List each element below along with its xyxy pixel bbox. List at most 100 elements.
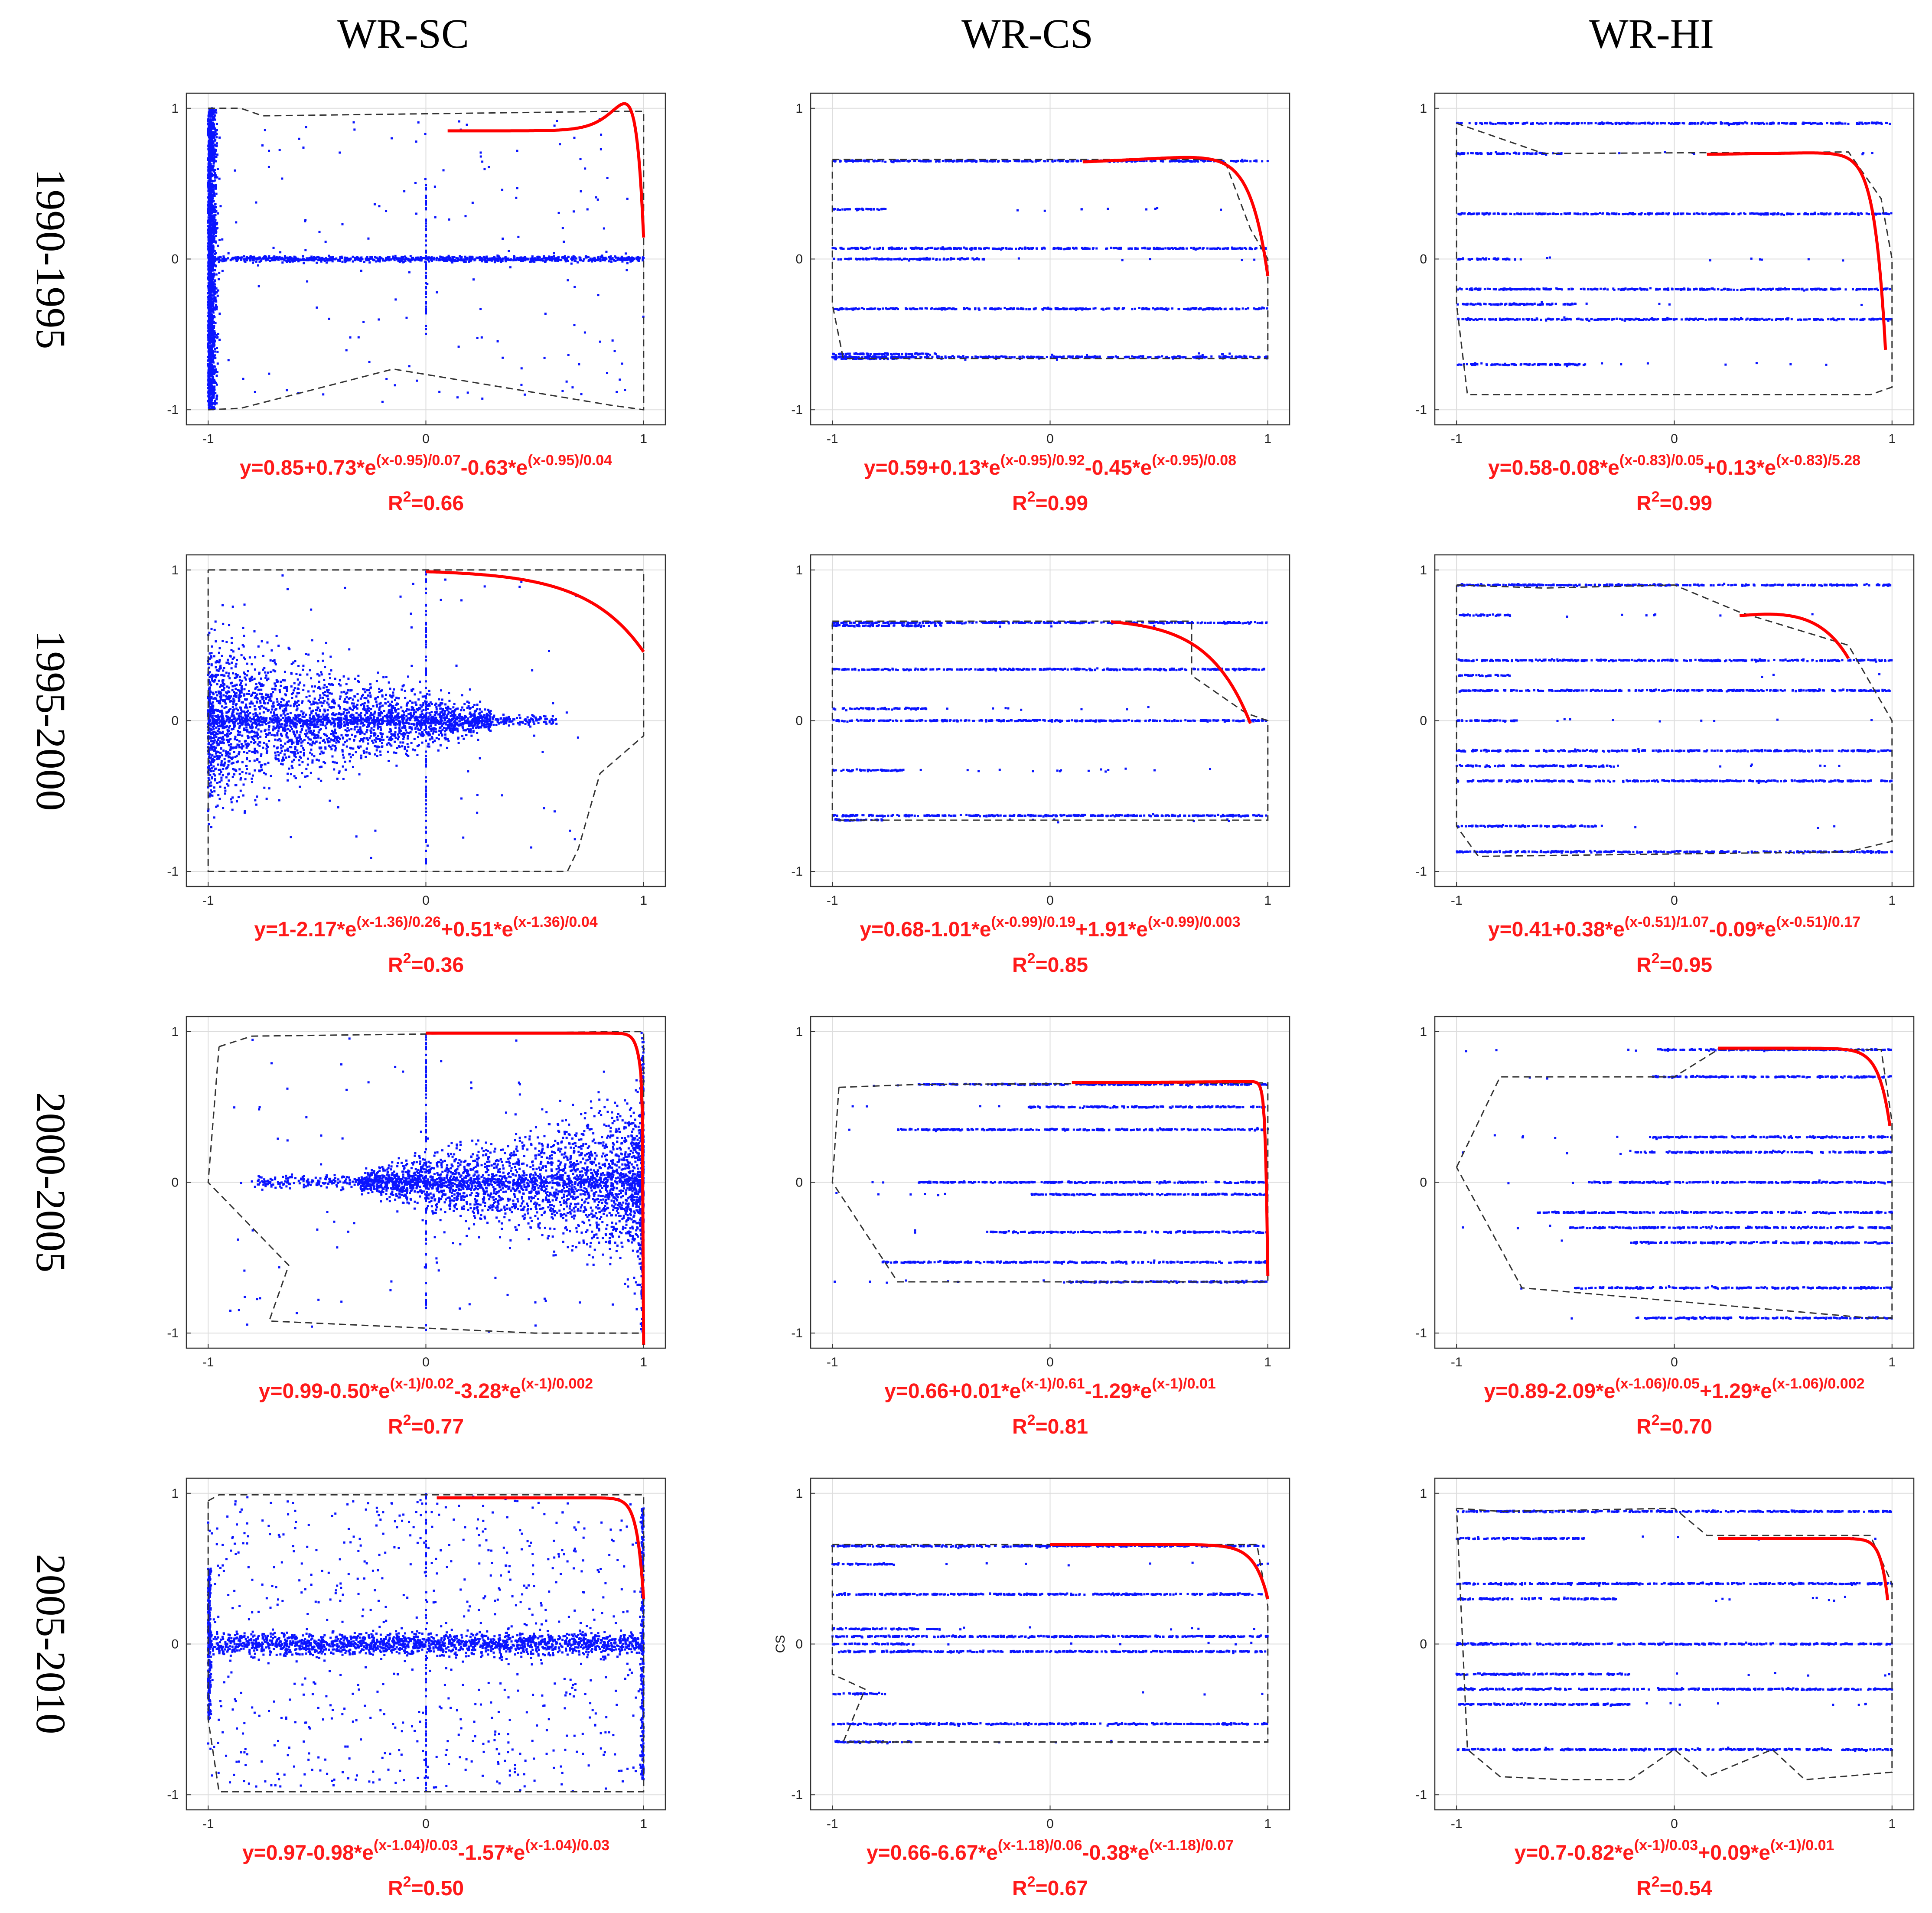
data-point	[396, 258, 398, 261]
data-point	[1098, 355, 1101, 358]
data-point	[213, 250, 216, 252]
data-point	[210, 215, 212, 217]
data-point	[516, 187, 518, 189]
data-point	[502, 238, 504, 240]
data-point	[874, 307, 876, 310]
data-point	[209, 292, 212, 294]
data-point	[215, 290, 218, 293]
data-point	[209, 267, 212, 269]
data-point	[1145, 208, 1148, 211]
data-point	[1031, 248, 1033, 250]
data-point	[856, 209, 858, 212]
data-point	[375, 260, 378, 263]
data-point	[564, 260, 567, 263]
data-point	[1538, 122, 1540, 125]
data-point	[495, 257, 498, 260]
data-point	[210, 357, 212, 359]
data-point	[900, 356, 903, 359]
data-point	[214, 400, 216, 402]
data-point	[1051, 353, 1053, 356]
data-point	[1704, 122, 1707, 125]
data-point	[559, 143, 561, 146]
data-point	[405, 257, 407, 260]
data-point	[947, 247, 949, 250]
data-point	[373, 203, 376, 205]
data-point	[207, 364, 209, 366]
x-tick-label: 0	[1046, 432, 1054, 446]
data-point	[1812, 122, 1815, 125]
data-point	[881, 160, 884, 163]
data-point	[425, 187, 427, 189]
data-point	[284, 257, 287, 259]
data-point	[978, 308, 981, 311]
data-point	[1720, 122, 1722, 125]
data-point	[213, 263, 215, 266]
data-point	[466, 391, 469, 394]
data-point	[1012, 308, 1015, 310]
data-point	[1083, 247, 1086, 250]
data-point	[1131, 308, 1134, 310]
data-point	[213, 289, 216, 291]
data-point	[934, 247, 936, 250]
data-point	[207, 216, 210, 219]
data-point	[839, 355, 842, 358]
data-point	[862, 258, 865, 261]
data-point	[1255, 159, 1258, 162]
data-point	[207, 177, 209, 179]
data-point	[212, 145, 215, 147]
data-point	[1134, 248, 1137, 250]
data-point	[1026, 160, 1028, 163]
data-point	[975, 258, 977, 261]
data-point	[216, 294, 219, 297]
data-point	[479, 155, 482, 158]
data-point	[299, 258, 302, 261]
data-point	[1587, 122, 1590, 125]
data-point	[207, 343, 209, 345]
data-point	[361, 258, 364, 261]
data-point	[483, 168, 486, 170]
data-point	[209, 351, 212, 354]
data-point	[209, 135, 211, 137]
data-point	[919, 257, 921, 260]
data-point	[1148, 356, 1150, 358]
data-point	[207, 221, 210, 223]
data-point	[212, 109, 214, 111]
data-point	[352, 255, 354, 258]
data-point	[1557, 122, 1559, 125]
data-point	[899, 248, 901, 250]
data-point	[207, 323, 210, 325]
data-point	[321, 257, 323, 260]
data-point	[1072, 247, 1074, 249]
data-point	[626, 197, 629, 200]
data-point	[209, 296, 211, 298]
data-point	[359, 260, 362, 262]
data-point	[931, 355, 934, 358]
panel-HI-1990: -1 0 110-1y=0.58-0.08*e(x-0.83)/0.05+0.13*…	[1415, 92, 1915, 515]
data-point	[213, 229, 216, 231]
data-point	[211, 339, 213, 341]
data-point	[210, 147, 213, 149]
data-point	[209, 161, 211, 163]
data-point	[865, 247, 868, 249]
data-point	[212, 186, 215, 189]
data-point	[1069, 307, 1071, 310]
data-point	[210, 207, 213, 209]
data-point	[544, 261, 546, 263]
data-point	[1185, 308, 1188, 310]
data-point	[1690, 121, 1692, 124]
data-point	[235, 221, 238, 224]
data-point	[552, 257, 554, 260]
data-point	[214, 298, 217, 300]
y-tick-label: -1	[167, 403, 179, 417]
data-point	[1052, 248, 1055, 250]
data-point	[873, 353, 876, 355]
data-point	[212, 113, 215, 115]
data-point	[1005, 247, 1007, 250]
data-point	[245, 257, 248, 259]
data-point	[216, 227, 219, 229]
data-point	[207, 261, 210, 264]
data-point	[903, 258, 906, 261]
data-point	[209, 155, 212, 157]
data-point	[1246, 160, 1248, 162]
data-point	[208, 388, 211, 390]
